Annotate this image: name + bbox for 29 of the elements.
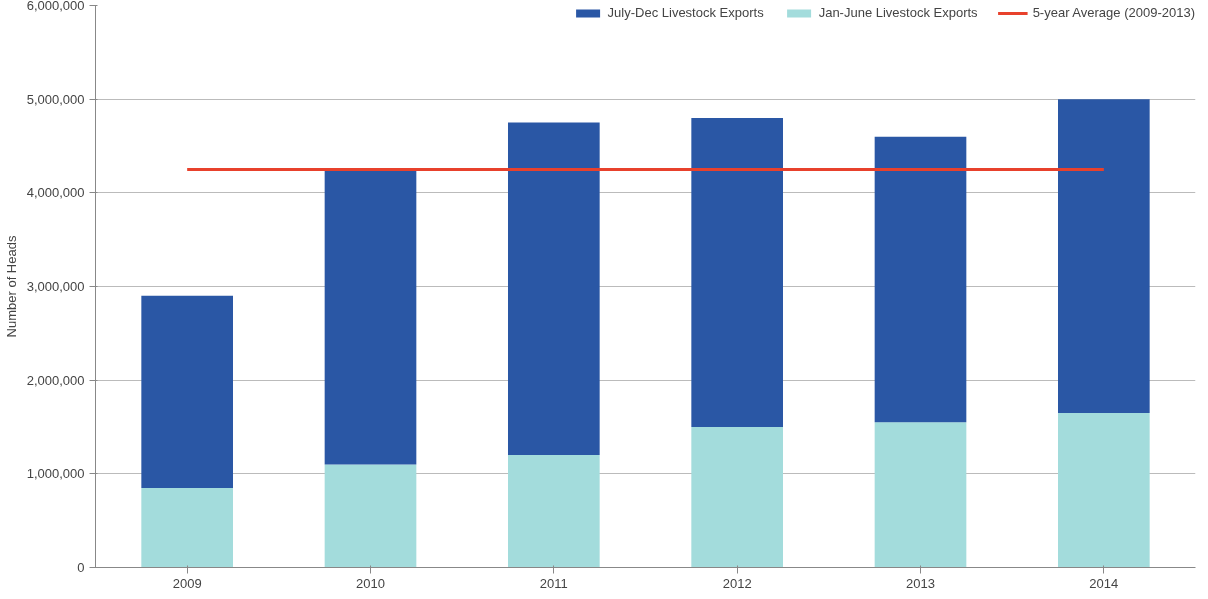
bar bbox=[141, 487, 233, 568]
bar bbox=[1058, 99, 1150, 413]
bar bbox=[508, 122, 600, 456]
x-tick-label: 2013 bbox=[906, 575, 935, 591]
x-tick-label: 2012 bbox=[722, 575, 752, 591]
y-axis-title: Number of Heads bbox=[3, 235, 19, 338]
bar bbox=[1058, 412, 1150, 568]
y-tick-label: 1,000,000 bbox=[26, 466, 85, 482]
bar bbox=[874, 136, 967, 423]
x-tick-label: 2011 bbox=[539, 575, 568, 591]
bar bbox=[324, 464, 417, 568]
x-tick-label: 2010 bbox=[356, 575, 385, 591]
x-tick-label: 2014 bbox=[1089, 575, 1119, 591]
y-tick-label: 5,000,000 bbox=[26, 91, 85, 107]
y-tick-label: 4,000,000 bbox=[26, 185, 85, 201]
y-tick-label: 2,000,000 bbox=[26, 372, 85, 388]
bar bbox=[141, 295, 233, 488]
bar bbox=[324, 169, 417, 465]
y-tick-label: 0 bbox=[77, 560, 85, 575]
x-tick-label: 2009 bbox=[172, 575, 202, 591]
bar bbox=[691, 117, 783, 427]
y-tick-label: 6,000,000 bbox=[26, 0, 85, 13]
bar bbox=[874, 422, 967, 568]
legend-label: 5-year Average (2009-2013) bbox=[1032, 5, 1195, 20]
bar bbox=[691, 427, 783, 568]
bar bbox=[508, 455, 600, 568]
y-tick-label: 3,000,000 bbox=[26, 279, 85, 294]
legend-label: Jan-June Livestock Exports bbox=[818, 5, 978, 20]
legend-label: July-Dec Livestock Exports bbox=[607, 5, 764, 20]
